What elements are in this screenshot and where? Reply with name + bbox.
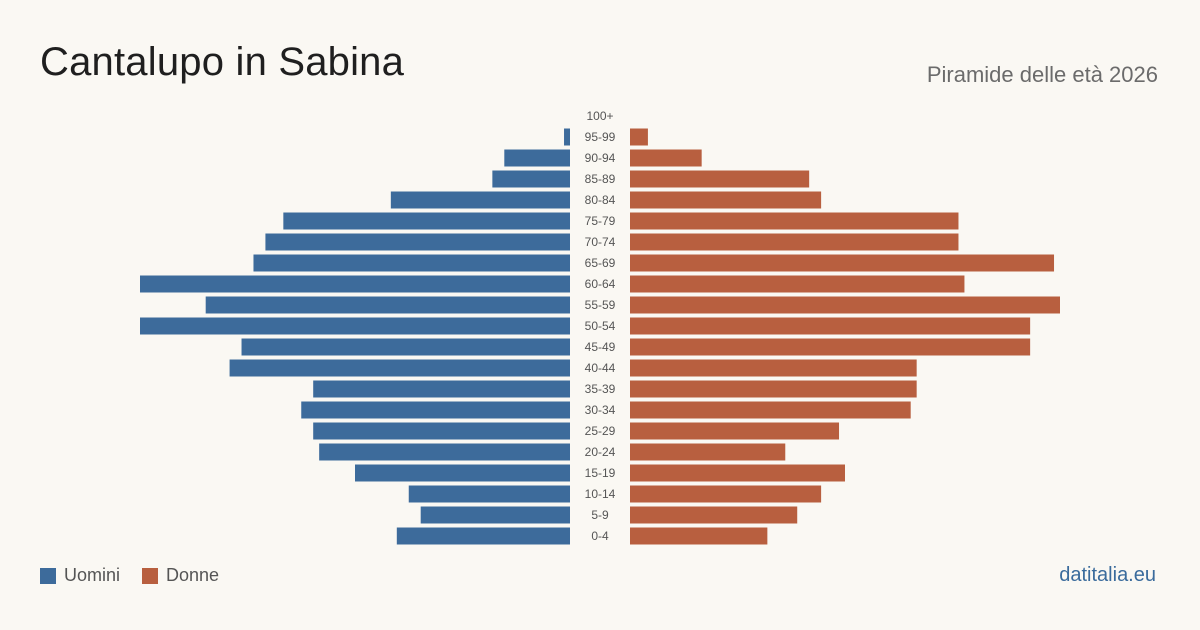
age-label-60-64: 60-64 xyxy=(585,277,616,291)
legend-item-women: Donne xyxy=(142,565,219,586)
legend: Uomini Donne xyxy=(40,565,219,586)
bar-men-85-89 xyxy=(492,170,570,188)
age-label-55-59: 55-59 xyxy=(585,298,616,312)
bar-women-70-74 xyxy=(630,233,959,251)
age-label-35-39: 35-39 xyxy=(585,382,616,396)
age-label-25-29: 25-29 xyxy=(585,424,616,438)
age-label-65-69: 65-69 xyxy=(585,256,616,270)
age-label-70-74: 70-74 xyxy=(585,235,616,249)
age-label-100plus: 100+ xyxy=(586,109,613,123)
age-label-10-14: 10-14 xyxy=(585,487,616,501)
bar-men-50-54 xyxy=(140,317,570,335)
bar-men-0-4 xyxy=(396,527,570,545)
bar-women-0-4 xyxy=(630,527,768,545)
bar-men-95-99 xyxy=(564,128,570,146)
age-label-5-9: 5-9 xyxy=(591,508,609,522)
age-label-80-84: 80-84 xyxy=(585,193,616,207)
bar-men-40-44 xyxy=(229,359,571,377)
bar-women-25-29 xyxy=(630,422,840,440)
legend-swatch-women xyxy=(142,567,159,584)
bar-women-35-39 xyxy=(630,380,917,398)
bar-men-20-24 xyxy=(319,443,570,461)
age-label-45-49: 45-49 xyxy=(585,340,616,354)
bar-women-20-24 xyxy=(630,443,786,461)
bar-men-30-34 xyxy=(301,401,570,419)
bar-women-75-79 xyxy=(630,212,959,230)
age-label-85-89: 85-89 xyxy=(585,172,616,186)
bar-men-60-64 xyxy=(140,275,570,293)
bar-women-50-54 xyxy=(630,317,1031,335)
legend-swatch-men xyxy=(40,567,56,584)
age-label-50-54: 50-54 xyxy=(585,319,616,333)
bar-women-85-89 xyxy=(630,170,810,188)
age-label-20-24: 20-24 xyxy=(585,445,616,459)
bar-women-5-9 xyxy=(630,506,798,524)
bar-women-45-49 xyxy=(630,338,1031,356)
bar-men-55-59 xyxy=(205,296,570,314)
bar-women-80-84 xyxy=(630,191,822,209)
age-label-0-4: 0-4 xyxy=(591,529,609,543)
source-link[interactable]: datitalia.eu xyxy=(1059,564,1156,586)
bar-men-90-94 xyxy=(504,149,570,167)
bar-men-25-29 xyxy=(313,422,570,440)
age-label-40-44: 40-44 xyxy=(585,361,616,375)
age-label-75-79: 75-79 xyxy=(585,214,616,228)
bar-men-80-84 xyxy=(390,191,570,209)
bar-men-5-9 xyxy=(420,506,570,524)
bar-women-40-44 xyxy=(630,359,917,377)
bar-men-75-79 xyxy=(283,212,570,230)
bar-women-30-34 xyxy=(630,401,911,419)
age-label-90-94: 90-94 xyxy=(585,151,616,165)
bar-women-90-94 xyxy=(630,149,702,167)
bar-women-60-64 xyxy=(630,275,965,293)
bar-women-15-19 xyxy=(630,464,845,482)
bar-women-55-59 xyxy=(630,296,1060,314)
page-title: Cantalupo in Sabina xyxy=(40,40,405,84)
bar-men-70-74 xyxy=(265,233,570,251)
chart-subtitle: Piramide delle età 2026 xyxy=(926,62,1158,87)
bar-women-65-69 xyxy=(630,254,1055,272)
bar-men-45-49 xyxy=(241,338,570,356)
age-label-30-34: 30-34 xyxy=(585,403,616,417)
bar-men-15-19 xyxy=(355,464,570,482)
legend-item-men: Uomini xyxy=(40,565,120,586)
bar-men-65-69 xyxy=(253,254,570,272)
age-label-95-99: 95-99 xyxy=(585,130,616,144)
bar-men-35-39 xyxy=(313,380,570,398)
bar-women-95-99 xyxy=(630,128,648,146)
age-label-15-19: 15-19 xyxy=(585,466,616,480)
legend-label-women: Donne xyxy=(166,565,220,585)
legend-label-men: Uomini xyxy=(64,565,121,585)
bar-men-10-14 xyxy=(408,485,570,503)
bar-women-10-14 xyxy=(630,485,822,503)
